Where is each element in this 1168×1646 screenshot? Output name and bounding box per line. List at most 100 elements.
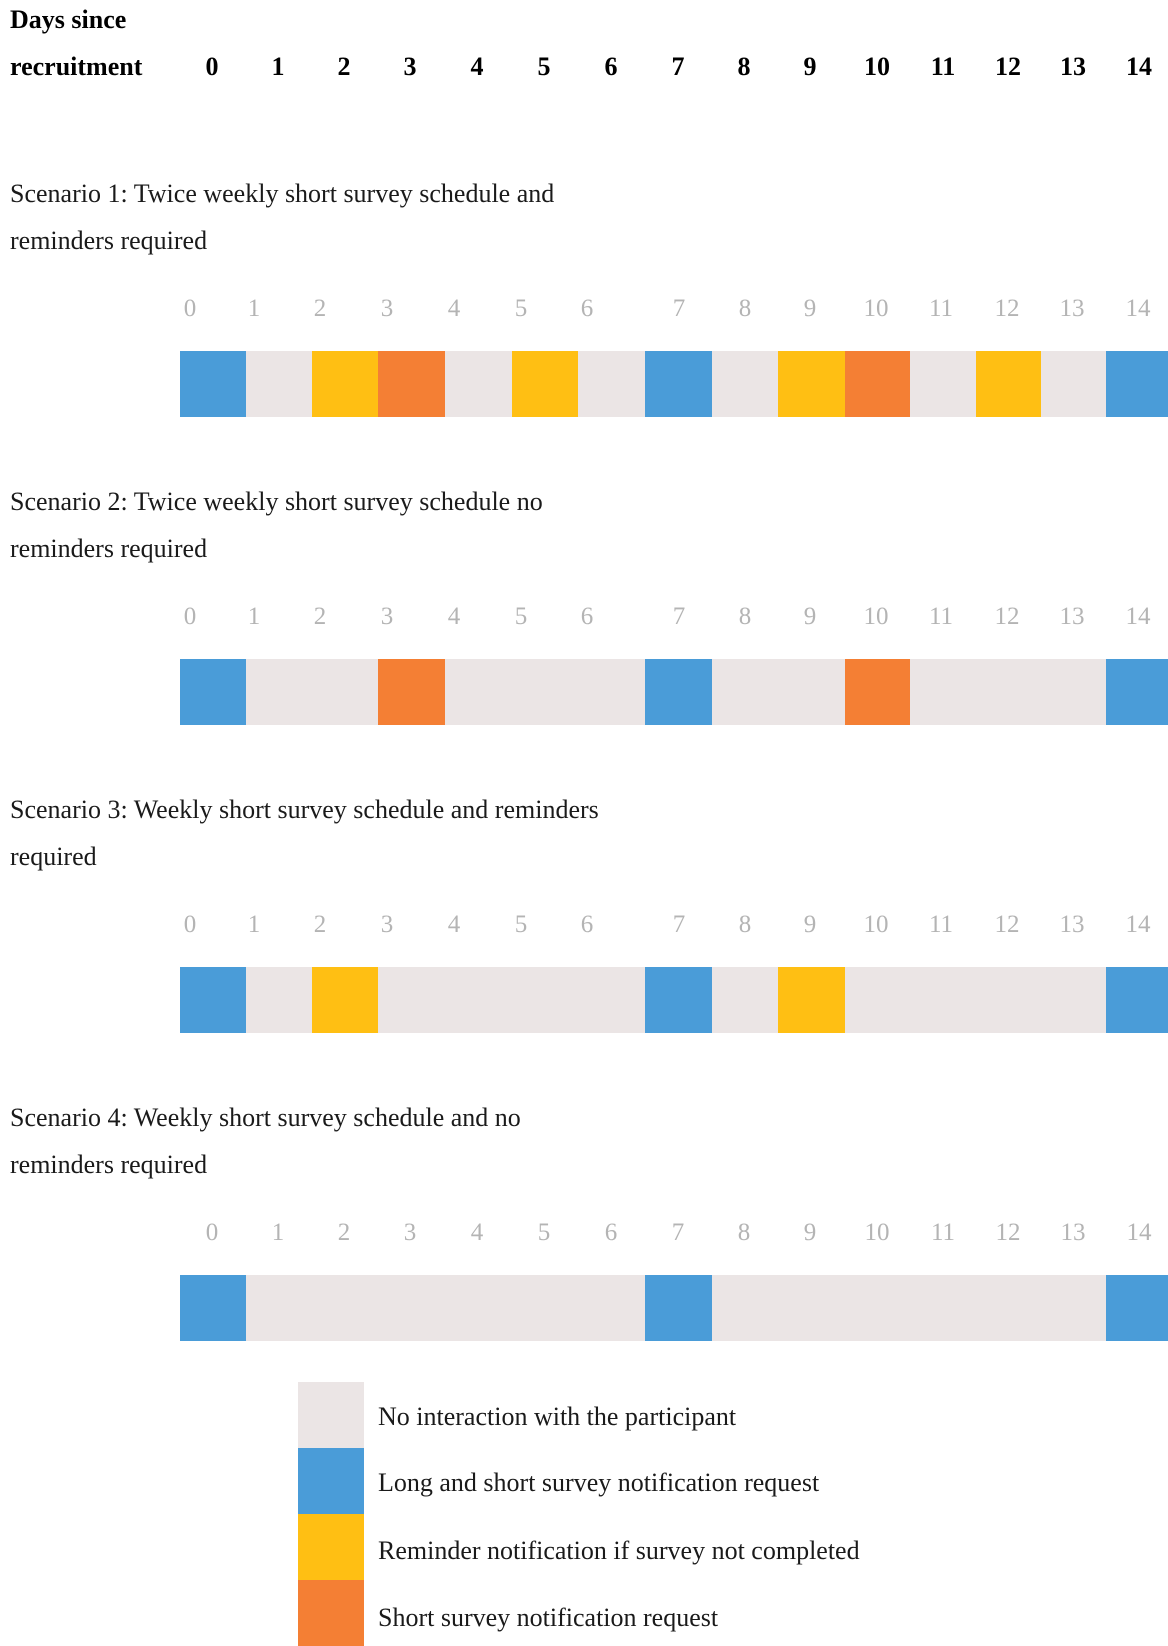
day-tick-label: 2 <box>338 1219 351 1246</box>
day-cell-long-short <box>645 659 713 725</box>
day-cell-none <box>578 659 646 725</box>
day-cell-none <box>312 659 379 725</box>
day-tick-label: 12 <box>996 1219 1021 1246</box>
day-cell-none <box>512 659 579 725</box>
day-cell-long-short <box>1106 967 1168 1033</box>
day-tick-label: 1 <box>248 603 261 630</box>
day-cell-none <box>1041 967 1107 1033</box>
day-tick-label: 13 <box>1061 1219 1086 1246</box>
day-cell-long-short <box>180 967 247 1033</box>
day-tick-label: 7 <box>673 295 686 322</box>
day-tick-label: 3 <box>381 295 394 322</box>
day-cell-none <box>512 967 579 1033</box>
scenario-day-ticks: 0 1 2 3 4 5 6 7 8 9 10 11 12 13 14 <box>206 1219 1152 1246</box>
day-cell-reminder <box>312 351 379 417</box>
day-tick-label: 5 <box>538 1219 551 1246</box>
day-tick-label: 5 <box>515 295 528 322</box>
day-cell-none <box>845 1275 911 1341</box>
day-tick-label: 0 <box>184 603 197 630</box>
legend-label: Short survey notification request <box>378 1603 719 1632</box>
day-tick-label: 8 <box>739 603 752 630</box>
day-tick-label: 6 <box>581 911 594 938</box>
header-day-labels: 0 1 2 3 4 5 6 7 8 9 10 11 12 13 14 <box>206 52 1153 81</box>
day-tick-label: 4 <box>448 911 461 938</box>
day-tick-label: 14 <box>1127 1219 1153 1246</box>
day-cell-none <box>445 1275 513 1341</box>
scenario-2: Scenario 2: Twice weekly short survey sc… <box>10 487 1168 725</box>
day-tick-label: 14 <box>1126 603 1152 630</box>
day-cell-none <box>976 967 1042 1033</box>
day-tick-label: 11 <box>929 603 953 630</box>
day-cell-none <box>976 1275 1042 1341</box>
legend-label: Reminder notification if survey not comp… <box>378 1536 860 1565</box>
day-cell-long-short <box>645 351 713 417</box>
day-cell-short <box>845 351 911 417</box>
header-day-label: 4 <box>471 52 484 81</box>
day-cell-none <box>312 1275 379 1341</box>
day-cell-none <box>910 351 977 417</box>
day-cell-reminder <box>512 351 579 417</box>
scenario-title-line1: Scenario 2: Twice weekly short survey sc… <box>10 487 543 516</box>
day-tick-label: 2 <box>314 295 327 322</box>
day-tick-label: 8 <box>738 1219 751 1246</box>
day-tick-label: 10 <box>864 603 889 630</box>
legend-swatch-reminder <box>298 1514 364 1580</box>
day-tick-label: 14 <box>1126 295 1152 322</box>
day-tick-label: 13 <box>1060 603 1085 630</box>
day-tick-label: 12 <box>995 911 1020 938</box>
day-cell-none <box>578 1275 646 1341</box>
day-cell-long-short <box>645 1275 713 1341</box>
day-tick-label: 6 <box>581 603 594 630</box>
scenario-title-line2: reminders required <box>10 534 207 563</box>
day-tick-label: 11 <box>929 911 953 938</box>
day-cell-long-short <box>1106 659 1168 725</box>
day-tick-label: 5 <box>515 603 528 630</box>
header-day-label: 12 <box>995 52 1021 81</box>
day-tick-label: 9 <box>804 295 817 322</box>
header-day-label: 10 <box>864 52 890 81</box>
day-cell-reminder <box>312 967 379 1033</box>
day-cell-none <box>378 967 446 1033</box>
legend-swatch-no-interaction <box>298 1382 364 1448</box>
day-cell-none <box>910 659 977 725</box>
day-tick-label: 9 <box>804 911 817 938</box>
scenario-title-line1: Scenario 4: Weekly short survey schedule… <box>10 1103 521 1132</box>
scenario-title-line2: reminders required <box>10 226 207 255</box>
header-day-label: 9 <box>804 52 817 81</box>
scenario-title-line2: reminders required <box>10 1150 207 1179</box>
day-tick-label: 7 <box>673 911 686 938</box>
day-cell-none <box>712 1275 779 1341</box>
header-day-label: 2 <box>338 52 351 81</box>
day-cell-none <box>778 1275 846 1341</box>
scenario-timeline <box>180 1275 1168 1341</box>
day-tick-label: 0 <box>206 1219 219 1246</box>
day-tick-label: 14 <box>1126 911 1152 938</box>
day-tick-label: 10 <box>864 295 889 322</box>
day-cell-none <box>445 351 513 417</box>
scenario-day-ticks: 0 1 2 3 4 5 6 7 8 9 10 11 12 13 14 <box>184 603 1151 630</box>
day-cell-none <box>976 659 1042 725</box>
header-day-label: 7 <box>672 52 685 81</box>
day-tick-label: 4 <box>448 603 461 630</box>
day-tick-label: 9 <box>804 603 817 630</box>
day-cell-none <box>246 1275 313 1341</box>
day-cell-none <box>1041 659 1107 725</box>
header-label-line2: recruitment <box>10 52 143 81</box>
scenario-3: Scenario 3: Weekly short survey schedule… <box>10 795 1168 1033</box>
day-tick-label: 4 <box>471 1219 484 1246</box>
scenario-day-ticks: 0 1 2 3 4 5 6 7 8 9 10 11 12 13 14 <box>184 911 1151 938</box>
day-cell-none <box>512 1275 579 1341</box>
day-tick-label: 13 <box>1060 295 1085 322</box>
header-day-label: 1 <box>272 52 285 81</box>
day-cell-none <box>1041 1275 1107 1341</box>
day-tick-label: 6 <box>605 1219 618 1246</box>
day-cell-long-short <box>1106 1275 1168 1341</box>
day-tick-label: 7 <box>672 1219 685 1246</box>
day-cell-none <box>246 351 313 417</box>
day-tick-label: 1 <box>248 295 261 322</box>
day-cell-long-short <box>180 351 247 417</box>
day-cell-short <box>378 351 446 417</box>
day-tick-label: 10 <box>864 911 889 938</box>
scenario-title-line2: required <box>10 842 97 871</box>
